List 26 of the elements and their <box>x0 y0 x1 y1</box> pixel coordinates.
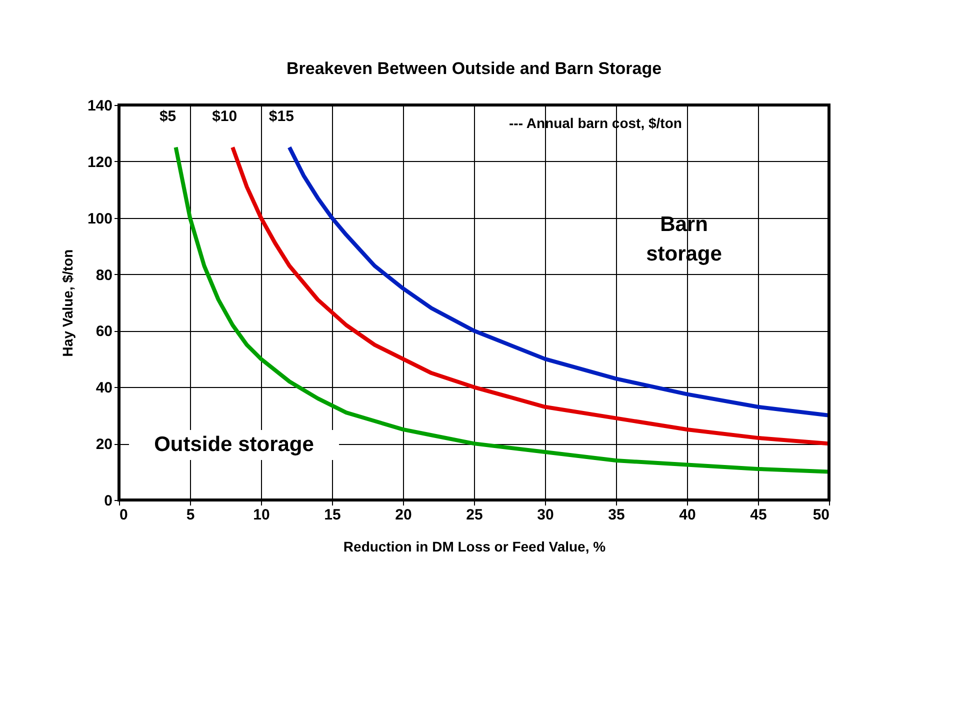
y-tick-label: 140 <box>87 98 112 114</box>
x-tick-label: 25 <box>466 506 483 524</box>
x-tick-label: 20 <box>395 506 412 524</box>
x-tick-label: 50 <box>812 506 830 524</box>
x-tick-label: 10 <box>253 506 270 524</box>
y-tick-label: 20 <box>96 436 112 454</box>
x-tick-label: 30 <box>537 506 554 524</box>
series-label: $5 <box>159 108 176 125</box>
y-tick-label: 120 <box>87 154 112 171</box>
x-axis-title: Reduction in DM Loss or Feed Value, % <box>343 538 606 554</box>
x-tick-label: 35 <box>608 506 625 524</box>
chart-title: Breakeven Between Outside and Barn Storage <box>286 59 662 78</box>
y-axis-title: Hay Value, $/ton <box>59 249 76 357</box>
x-tick-label: 45 <box>750 506 767 524</box>
x-tick-label: 40 <box>679 506 696 524</box>
x-tick-label: 0 <box>120 506 128 524</box>
y-tick-label: 40 <box>96 380 112 397</box>
y-tick-label: 60 <box>96 323 112 340</box>
annotation: Outside storage <box>154 433 314 456</box>
y-tick-label: 80 <box>96 266 112 284</box>
x-tick-label: 15 <box>324 506 341 524</box>
y-tick-label: 100 <box>87 210 112 228</box>
x-tick-label: 5 <box>186 506 195 524</box>
series-label: $15 <box>268 108 294 125</box>
series-label: $10 <box>212 108 238 125</box>
y-tick-label: 0 <box>104 492 112 510</box>
